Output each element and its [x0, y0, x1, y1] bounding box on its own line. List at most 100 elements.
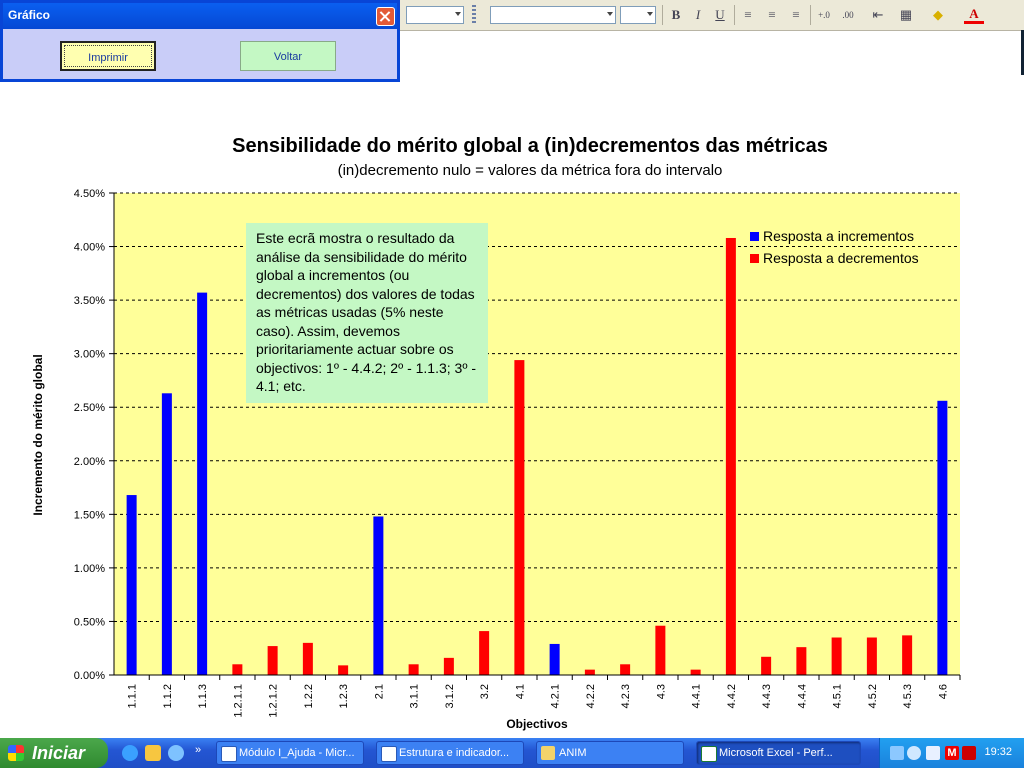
media-player-icon[interactable] [168, 745, 184, 761]
bar-decrement [655, 625, 666, 675]
y-tick-label: 3.50% [74, 295, 105, 307]
y-tick-label: 3.00% [74, 349, 105, 361]
x-tick-label: 4.4.4 [796, 684, 808, 708]
start-button[interactable]: Iniciar [0, 738, 108, 768]
task-word-estrutura[interactable]: Estrutura e indicador... [376, 741, 524, 765]
dialog-title-bar[interactable]: Gráfico [3, 3, 397, 29]
x-tick-label: 4.5.2 [867, 684, 879, 708]
x-tick-label: 1.1.2 [162, 684, 174, 708]
legend-label-increments: Resposta a incrementos [763, 228, 914, 244]
fill-color-icon[interactable]: ◆ [933, 7, 943, 22]
task-folder-anim[interactable]: ANIM [536, 741, 684, 765]
word-icon [381, 746, 397, 762]
bar-increment [549, 643, 560, 675]
task-label: ANIM [559, 747, 587, 759]
align-center-icon[interactable]: ≡ [768, 7, 776, 22]
bar-decrement [620, 664, 631, 675]
legend-swatch-decrements [750, 254, 759, 263]
x-tick-label: 1.2.1.1 [232, 684, 244, 718]
ati-icon[interactable] [962, 746, 976, 760]
x-tick-label: 4.5.3 [902, 684, 914, 708]
y-tick-label: 1.00% [74, 563, 105, 575]
align-right-icon[interactable]: ≡ [792, 7, 800, 22]
bar-increment [161, 393, 172, 675]
legend-swatch-increments [750, 232, 759, 241]
bar-decrement [725, 237, 736, 675]
bar-increment [937, 400, 948, 675]
x-tick-label: 1.1.1 [127, 684, 139, 708]
task-word-ajuda[interactable]: Módulo I_Ajuda - Micr... [216, 741, 364, 765]
x-tick-label: 1.1.3 [197, 684, 209, 708]
underline-button[interactable]: U [715, 7, 725, 22]
legend: Resposta a incrementos Resposta a decrem… [750, 228, 919, 266]
x-tick-label: 4.4.2 [726, 684, 738, 708]
legend-label-decrements: Resposta a decrementos [763, 250, 919, 266]
x-tick-label: 1.2.3 [338, 684, 350, 708]
bold-button[interactable]: B [671, 7, 681, 22]
x-tick-label: 3.1.2 [444, 684, 456, 708]
antivirus-icon[interactable]: M [945, 746, 959, 760]
print-button[interactable]: Imprimir [60, 41, 156, 71]
bar-decrement [408, 664, 419, 675]
task-label: Estrutura e indicador... [399, 747, 510, 759]
y-tick-label: 0.00% [74, 670, 105, 682]
outlook-icon[interactable] [145, 745, 161, 761]
increase-decimal-icon[interactable]: +.0 [818, 10, 830, 20]
bar-decrement [514, 360, 525, 675]
dialog-title: Gráfico [8, 8, 51, 22]
close-icon[interactable] [376, 7, 395, 26]
x-tick-label: 4.3 [655, 684, 667, 699]
connection-icon[interactable] [926, 746, 940, 760]
style-dropdown[interactable] [406, 6, 464, 24]
x-tick-label: 4.4.1 [691, 684, 703, 708]
bar-decrement [302, 642, 313, 675]
font-size-dropdown[interactable] [620, 6, 656, 24]
volume-icon[interactable] [907, 746, 921, 760]
window-edge [1021, 30, 1024, 75]
x-tick-label: 4.6 [937, 684, 949, 699]
task-label: Microsoft Excel - Perf... [719, 747, 833, 759]
task-excel[interactable]: Microsoft Excel - Perf... [696, 741, 861, 765]
bar-decrement [479, 631, 490, 675]
chart-subtitle: (in)decremento nulo = valores da métrica… [338, 162, 723, 179]
x-tick-label: 2.1 [373, 684, 385, 699]
indent-icon[interactable]: ⇤ [872, 7, 884, 22]
font-name-dropdown[interactable] [490, 6, 616, 24]
toolbar-separator [662, 5, 663, 25]
x-tick-label: 3.1.1 [409, 684, 421, 708]
bar-increment [373, 516, 384, 675]
network-icon[interactable] [890, 746, 904, 760]
italic-button[interactable]: I [695, 7, 701, 22]
internet-explorer-icon[interactable] [122, 745, 138, 761]
bar-decrement [761, 656, 772, 675]
axes [109, 192, 961, 680]
toolbar-grip[interactable] [472, 5, 476, 25]
excel-icon [701, 746, 717, 762]
bar-decrement [443, 657, 454, 675]
x-tick-label: 3.2 [479, 684, 491, 699]
back-button[interactable]: Voltar [240, 41, 336, 71]
bar-decrement [902, 635, 913, 675]
y-tick-labels: 0.00% 0.50% 1.00% 1.50% 2.00% 2.50% 3.00% 3.50%… [74, 188, 105, 682]
explanation-note: Este ecrã mostra o resultado da análise … [246, 223, 488, 403]
show-more-chevron-icon[interactable]: » [195, 744, 202, 756]
align-left-icon[interactable]: ≡ [744, 7, 752, 22]
font-color-icon[interactable]: A [964, 5, 984, 24]
toolbar-separator [810, 5, 811, 25]
x-tick-label: 1.2.1.2 [268, 684, 280, 718]
grafico-dialog: Gráfico Imprimir Voltar [0, 0, 400, 82]
y-tick-label: 0.50% [74, 616, 105, 628]
decrease-decimal-icon[interactable]: .00 [842, 10, 854, 20]
windows-logo-icon [8, 745, 24, 761]
toolbar-separator [734, 5, 735, 25]
clock: 19:32 [984, 746, 1012, 758]
bar-decrement [338, 665, 349, 675]
y-tick-label: 4.00% [74, 242, 105, 254]
formatting-toolbar: B I U ≡ ≡ ≡ +.0 .00 ⇤ ▦ ◆ A [398, 0, 1024, 31]
task-label: Módulo I_Ajuda - Micr... [239, 747, 355, 759]
word-icon [221, 746, 237, 762]
bar-decrement [831, 637, 842, 675]
borders-icon[interactable]: ▦ [899, 7, 913, 22]
x-tick-label: 1.2.2 [303, 684, 315, 708]
sensitivity-chart: Sensibilidade do mérito global a (in)dec… [31, 135, 961, 731]
